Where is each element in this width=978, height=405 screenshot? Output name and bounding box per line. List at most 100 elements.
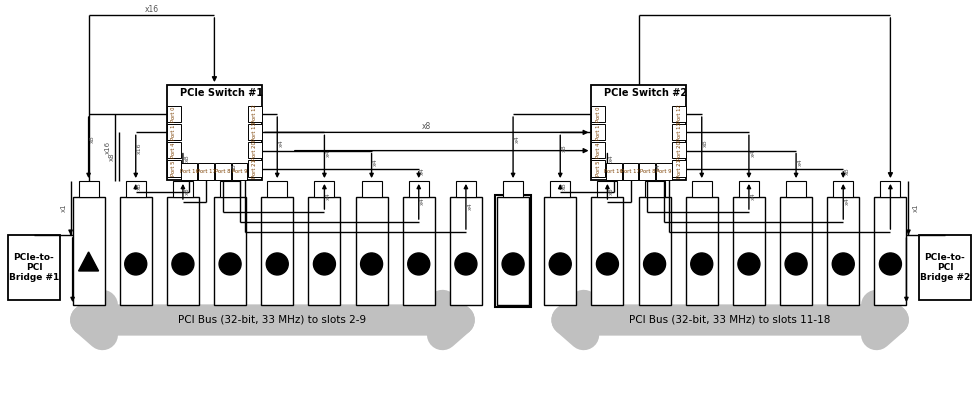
Text: 10: 10 [506,259,519,269]
Text: x8: x8 [184,154,189,162]
Text: x1: x1 [61,204,67,212]
Text: x4: x4 [750,149,755,157]
Text: Port 9: Port 9 [655,169,671,174]
Circle shape [313,253,335,275]
Bar [832,181,853,197]
Text: Port 12: Port 12 [676,104,682,123]
Text: PCI Bus (32-bit, 33 MHz) to slots 11-18: PCI Bus (32-bit, 33 MHz) to slots 11-18 [629,315,830,325]
Bar [355,197,387,305]
Bar [166,142,181,158]
Bar [639,163,654,180]
Text: Port 20: Port 20 [252,141,257,160]
Text: PCIe Switch #1: PCIe Switch #1 [180,88,263,98]
Bar [361,181,381,197]
Text: x4: x4 [608,154,613,162]
Text: x4: x4 [373,158,378,166]
Text: x4: x4 [844,198,849,205]
Text: x4: x4 [326,193,331,200]
Bar [597,181,617,197]
Bar [591,142,604,158]
Bar [503,181,522,197]
Polygon shape [78,252,99,271]
Text: Port 20: Port 20 [676,141,682,160]
Text: x8: x8 [137,183,142,190]
Bar [672,124,686,140]
Text: x4: x4 [750,193,755,200]
Text: PCIe Switch #2: PCIe Switch #2 [603,88,687,98]
Text: PCIe-to-
PCI
Bridge #1: PCIe-to- PCI Bridge #1 [9,253,59,282]
Text: x4: x4 [467,202,472,210]
Text: Port 13: Port 13 [676,123,682,141]
Text: 16: 16 [788,259,802,269]
Circle shape [737,253,759,275]
Text: x8: x8 [844,167,849,175]
Bar [591,124,604,140]
Bar [247,160,262,177]
Bar [166,85,262,180]
Text: Port 1: Port 1 [596,124,600,140]
Text: x16: x16 [105,141,111,154]
Bar [605,163,621,180]
Bar [166,106,181,122]
Bar [644,181,664,197]
Bar [267,181,287,197]
Text: 9: 9 [462,259,468,269]
Bar [550,181,569,197]
Bar [672,142,686,158]
Bar [181,163,197,180]
Text: PCIe-to-
PCI
Bridge #2: PCIe-to- PCI Bridge #2 [919,253,969,282]
Text: x8: x8 [608,188,613,195]
Bar [655,163,671,180]
Bar [826,197,859,305]
Text: Port 13: Port 13 [252,123,257,141]
Text: Port 17: Port 17 [197,169,215,174]
Bar [125,181,146,197]
Text: 4: 4 [227,259,233,269]
Text: x4: x4 [279,140,284,147]
Bar [497,197,528,305]
Bar [879,181,900,197]
Bar [247,124,262,140]
Bar [638,197,670,305]
Bar [232,163,247,180]
Text: 15: 15 [741,259,755,269]
Circle shape [549,253,571,275]
Circle shape [124,253,147,275]
Text: 11: 11 [553,259,566,269]
Bar [261,197,293,305]
Text: 12: 12 [600,259,613,269]
Text: x8: x8 [561,145,566,153]
Text: Port 0: Port 0 [596,106,600,121]
Bar [308,197,340,305]
Bar [918,235,970,300]
Bar [685,197,717,305]
Bar [691,181,711,197]
Bar [166,197,199,305]
Bar [72,197,105,305]
FancyArrowPatch shape [86,305,459,335]
Text: 18: 18 [883,259,896,269]
Bar [166,160,181,177]
Text: x1: x1 [911,204,917,212]
Circle shape [878,253,901,275]
Text: x8: x8 [109,152,114,161]
Text: Port 8: Port 8 [215,169,230,174]
Text: 2: 2 [132,259,139,269]
Bar [591,197,623,305]
Text: Port 16: Port 16 [180,169,199,174]
Text: Port 21: Port 21 [252,159,257,178]
Text: 5: 5 [274,259,281,269]
Bar [214,197,245,305]
Circle shape [172,253,194,275]
Text: x4: x4 [514,136,519,143]
Text: 17: 17 [835,259,849,269]
Circle shape [219,253,241,275]
Bar [591,85,686,180]
Bar [456,181,475,197]
Text: 8: 8 [415,259,422,269]
Bar [779,197,812,305]
Bar [166,124,181,140]
Text: x4: x4 [420,167,424,175]
Bar [591,106,604,122]
Bar [450,197,481,305]
